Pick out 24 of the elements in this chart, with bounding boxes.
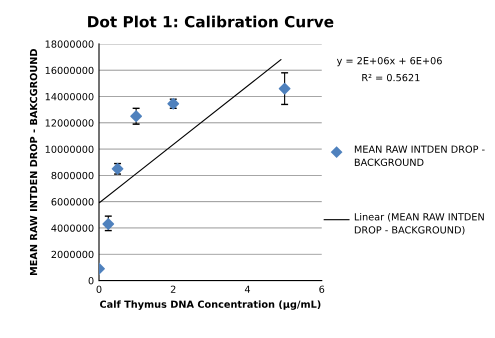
y-tick-label: 4000000 (51, 224, 94, 232)
y-tick-label: 18000000 (46, 40, 94, 48)
y-tick-label: 8000000 (52, 172, 94, 180)
legend-label: Linear (MEAN RAW INTDEN DROP - BACKGROUND) (354, 212, 484, 235)
x-tick-label: 0 (96, 286, 102, 293)
y-tick-label: 6000000 (52, 198, 94, 206)
point (278, 82, 291, 95)
chart-title: Dot Plot 1: Calibration Curve (88, 16, 334, 28)
y-axis-title: MEAN RAW INTDEN DROP - BAKCGROUND (30, 49, 38, 276)
y-tick-label: 2000000 (52, 250, 94, 258)
y-tick-label: 0 (88, 277, 94, 284)
y-tick-label: 14000000 (46, 92, 94, 100)
y-tick-label: 16000000 (46, 66, 94, 74)
y-tick-label: 12000000 (46, 119, 94, 127)
text: R² = 0.5621 (362, 74, 420, 82)
point (102, 218, 114, 230)
y-tick-label: 10000000 (46, 146, 94, 153)
legend-label: MEAN RAW INTDEN DROP - BACKGROUND (354, 146, 485, 166)
text: y = 2E+06x + 6E+06 (336, 57, 442, 66)
x-axis-title: Calf Thymus DNA Concentration (µg/mL) (100, 300, 320, 310)
point (130, 110, 142, 122)
x-tick-label: 2 (170, 286, 176, 293)
x-tick-label: 6 (319, 286, 324, 293)
x-tick-label: 4 (244, 286, 250, 293)
